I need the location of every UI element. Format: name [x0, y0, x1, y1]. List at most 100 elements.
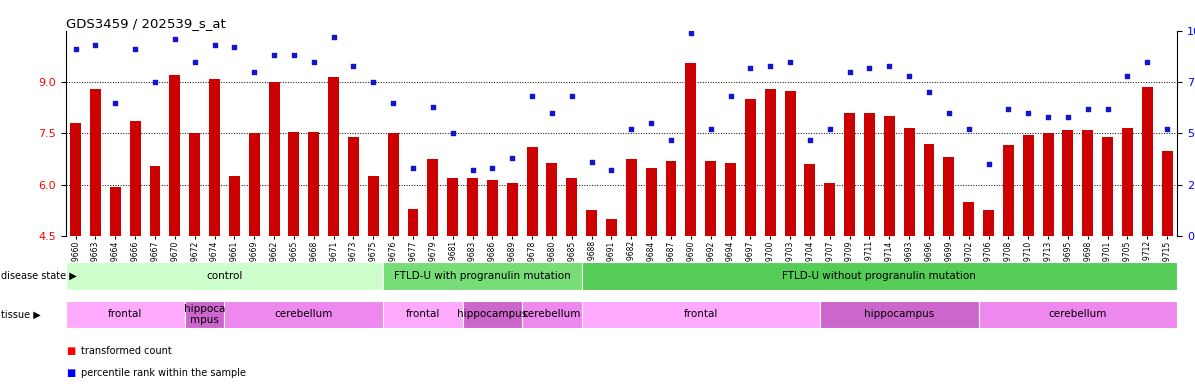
Point — [384, 99, 403, 106]
Text: ■: ■ — [66, 346, 75, 356]
Bar — [384, 262, 582, 290]
Bar — [522, 301, 582, 328]
Bar — [825, 183, 835, 236]
Bar — [229, 176, 240, 236]
Point — [741, 65, 760, 71]
Bar — [546, 162, 557, 236]
Text: FTLD-U without progranulin mutation: FTLD-U without progranulin mutation — [783, 271, 976, 281]
Point — [66, 46, 85, 52]
Point — [165, 36, 184, 42]
Point — [324, 34, 343, 40]
Bar — [645, 168, 656, 236]
Point — [423, 104, 442, 110]
Bar — [384, 301, 462, 328]
Point — [1078, 106, 1097, 112]
Point — [999, 106, 1018, 112]
Bar — [943, 157, 955, 236]
Point — [721, 93, 740, 99]
Bar — [348, 137, 358, 236]
Text: cerebellum: cerebellum — [1049, 310, 1107, 319]
Text: cerebellum: cerebellum — [522, 310, 581, 319]
Bar — [130, 121, 141, 236]
Text: disease state ▶: disease state ▶ — [1, 271, 76, 281]
Point — [960, 126, 979, 132]
Bar — [626, 159, 637, 236]
Bar — [462, 301, 522, 328]
Point — [919, 89, 938, 95]
Text: percentile rank within the sample: percentile rank within the sample — [81, 368, 246, 378]
Bar — [864, 113, 875, 236]
Bar — [209, 79, 220, 236]
Text: FTLD-U with progranulin mutation: FTLD-U with progranulin mutation — [394, 271, 571, 281]
Bar — [1142, 87, 1153, 236]
Bar — [744, 99, 756, 236]
Bar — [189, 134, 201, 236]
Bar — [979, 301, 1177, 328]
Point — [979, 161, 998, 167]
Point — [801, 137, 820, 143]
Point — [185, 58, 204, 65]
Point — [662, 137, 681, 143]
Text: frontal: frontal — [406, 310, 440, 319]
Text: frontal: frontal — [684, 310, 718, 319]
Bar — [983, 210, 994, 236]
Bar — [844, 113, 856, 236]
Bar — [329, 77, 339, 236]
Bar — [1062, 130, 1073, 236]
Text: GDS3459 / 202539_s_at: GDS3459 / 202539_s_at — [66, 17, 226, 30]
Point — [1038, 114, 1058, 120]
Bar — [1003, 146, 1013, 236]
Point — [761, 63, 780, 69]
Bar — [820, 301, 979, 328]
Bar — [249, 134, 259, 236]
Point — [681, 30, 700, 36]
Point — [1098, 106, 1117, 112]
Point — [1117, 73, 1136, 79]
Bar — [924, 144, 934, 236]
Point — [443, 131, 462, 137]
Text: ■: ■ — [66, 368, 75, 378]
Bar — [963, 202, 974, 236]
Bar — [1042, 134, 1054, 236]
Bar — [447, 178, 458, 236]
Bar — [765, 89, 776, 236]
Bar — [486, 180, 498, 236]
Point — [582, 159, 601, 165]
Bar — [269, 82, 280, 236]
Point — [86, 42, 105, 48]
Point — [284, 52, 304, 58]
Point — [1138, 58, 1157, 65]
Bar — [110, 187, 121, 236]
Point — [483, 165, 502, 171]
Bar — [1083, 130, 1093, 236]
Bar — [288, 132, 300, 236]
Bar — [71, 123, 81, 236]
Bar — [1122, 128, 1133, 236]
Point — [344, 63, 363, 69]
Bar — [606, 219, 617, 236]
Point — [1059, 114, 1078, 120]
Point — [642, 120, 661, 126]
Point — [880, 63, 899, 69]
Bar — [90, 89, 100, 236]
Bar — [507, 183, 517, 236]
Point — [106, 99, 125, 106]
Point — [1158, 126, 1177, 132]
Bar — [1102, 137, 1113, 236]
Bar — [428, 159, 439, 236]
Bar — [149, 166, 160, 236]
Point — [146, 79, 165, 85]
Point — [602, 167, 621, 174]
Bar — [582, 262, 1177, 290]
Point — [621, 126, 641, 132]
Point — [522, 93, 541, 99]
Point — [125, 46, 145, 52]
Bar — [566, 178, 577, 236]
Bar — [785, 91, 796, 236]
Bar — [387, 134, 399, 236]
Point — [363, 79, 382, 85]
Bar — [527, 147, 538, 236]
Text: hippoca
mpus: hippoca mpus — [184, 304, 226, 325]
Point — [305, 58, 324, 65]
Point — [225, 44, 244, 50]
